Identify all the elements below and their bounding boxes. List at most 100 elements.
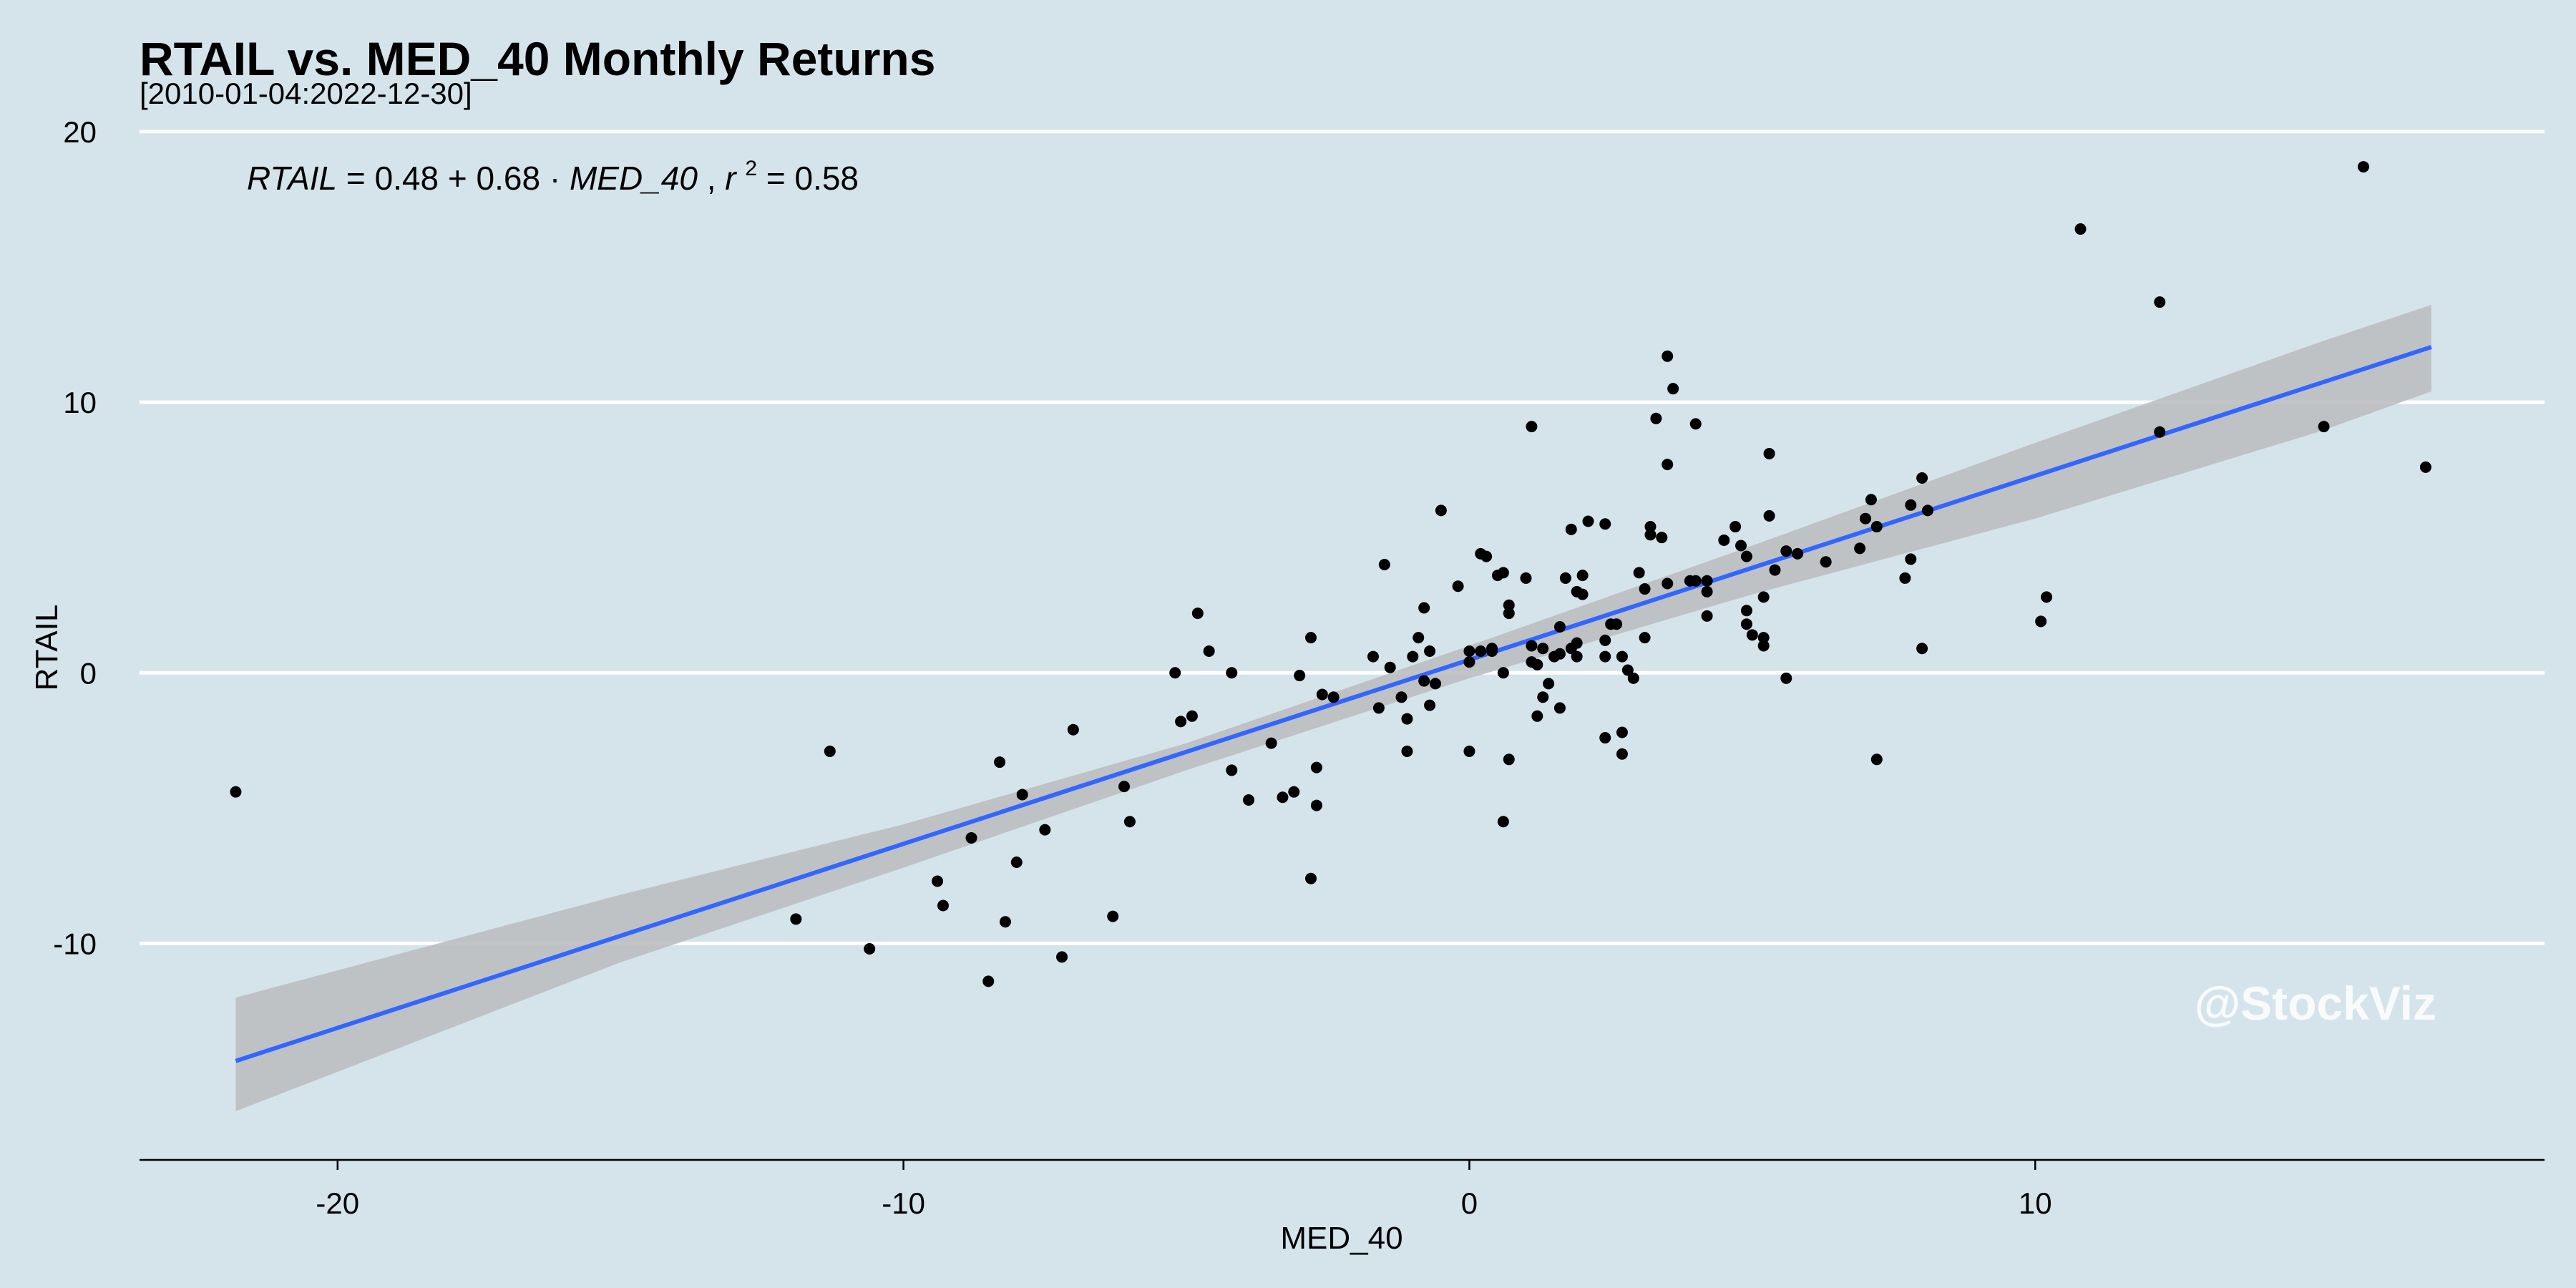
data-point: [1310, 761, 1322, 774]
chart-title: RTAIL vs. MED_40 Monthly Returns: [140, 32, 935, 85]
data-point: [1746, 629, 1758, 641]
data-point: [1537, 691, 1549, 703]
data-point: [1203, 645, 1215, 658]
data-point: [1662, 350, 1674, 362]
data-point: [1480, 550, 1493, 562]
data-point: [2041, 591, 2053, 603]
data-point: [1384, 661, 1396, 673]
data-point: [1639, 583, 1651, 595]
data-point: [1644, 521, 1657, 533]
regression-equation: RTAIL = 0.48 + 0.68 · MED_40 , r 2 = 0.5…: [247, 145, 859, 197]
data-point: [1288, 786, 1300, 798]
y-axis-title: RTAIL: [29, 605, 64, 691]
equation-rhs-var: MED_40: [570, 160, 698, 197]
data-point: [1553, 702, 1566, 714]
data-point: [932, 875, 944, 887]
data-point: [1503, 608, 1515, 620]
data-point: [1191, 608, 1204, 620]
equation-rhs: 0.48 + 0.68 ·: [375, 160, 570, 197]
data-point: [1294, 670, 1306, 682]
data-point: [1740, 605, 1752, 617]
equation-r-value: = 0.58: [766, 160, 859, 197]
data-point: [2419, 461, 2431, 473]
x-tick-label: -20: [316, 1186, 359, 1220]
data-point: [1865, 494, 1877, 506]
data-point: [1118, 781, 1131, 793]
data-point: [1644, 529, 1657, 541]
data-point: [2357, 161, 2369, 173]
data-point: [1175, 716, 1187, 728]
equation-r-exp: 2: [745, 157, 757, 180]
data-point: [1769, 564, 1781, 576]
data-point: [1497, 816, 1509, 828]
data-point: [1265, 737, 1277, 749]
data-point: [1327, 691, 1340, 703]
confidence-band: [235, 304, 2431, 1111]
y-tick-label: 20: [63, 115, 97, 149]
data-point: [1599, 518, 1611, 530]
data-point: [1537, 643, 1549, 655]
data-point: [1621, 664, 1634, 676]
data-point: [1418, 602, 1430, 614]
data-point: [1429, 678, 1441, 690]
data-point: [1576, 588, 1589, 600]
data-point: [1316, 688, 1328, 701]
data-point: [1056, 951, 1068, 963]
data-point: [1401, 713, 1413, 725]
data-point: [230, 786, 242, 798]
data-point: [1497, 567, 1509, 579]
data-point: [1718, 534, 1730, 546]
data-point: [1905, 553, 1917, 565]
equation-equals: =: [346, 160, 375, 197]
data-point: [1689, 418, 1702, 430]
data-point: [1689, 575, 1702, 587]
data-point: [1740, 618, 1752, 630]
data-point: [1701, 585, 1713, 597]
data-point: [1757, 632, 1770, 644]
data-point: [1854, 542, 1866, 555]
data-point: [1611, 618, 1623, 630]
data-point: [1520, 572, 1532, 584]
data-point: [1463, 656, 1475, 668]
data-point: [1757, 591, 1770, 603]
data-point: [1667, 383, 1679, 395]
data-point: [1899, 572, 1911, 584]
data-point: [1870, 753, 1883, 766]
data-point: [1169, 667, 1181, 679]
data-point: [1277, 791, 1289, 804]
data-point: [1616, 748, 1628, 760]
data-point: [1633, 567, 1645, 579]
data-point: [1418, 675, 1430, 687]
data-point: [1656, 532, 1668, 544]
data-point: [1780, 672, 1792, 684]
regression-line: [235, 345, 2432, 1063]
data-point: [1413, 632, 1425, 644]
equation-separator: ,: [707, 160, 726, 197]
equation-r-label: r: [725, 160, 737, 197]
data-point: [1571, 650, 1583, 663]
data-point: [1860, 512, 1872, 525]
data-point: [1599, 732, 1611, 744]
data-point: [2154, 296, 2166, 308]
data-point: [1616, 726, 1628, 738]
data-point: [1016, 789, 1028, 801]
data-point: [1916, 472, 1928, 484]
data-point: [1565, 523, 1577, 535]
data-point: [1067, 723, 1079, 736]
data-point: [1553, 620, 1566, 633]
data-point: [1497, 667, 1509, 679]
y-tick-label: 10: [63, 386, 97, 419]
data-point: [1435, 504, 1447, 517]
data-point: [1424, 699, 1436, 711]
data-point: [1010, 857, 1023, 868]
data-point: [824, 745, 836, 757]
data-point: [1305, 872, 1317, 884]
data-point: [1226, 667, 1238, 679]
data-point: [1186, 710, 1198, 722]
data-point: [1922, 504, 1934, 517]
data-point: [2318, 421, 2330, 433]
data-point: [1378, 559, 1390, 570]
data-point: [1526, 421, 1538, 433]
data-point: [1123, 816, 1136, 828]
data-point: [1243, 794, 1255, 806]
